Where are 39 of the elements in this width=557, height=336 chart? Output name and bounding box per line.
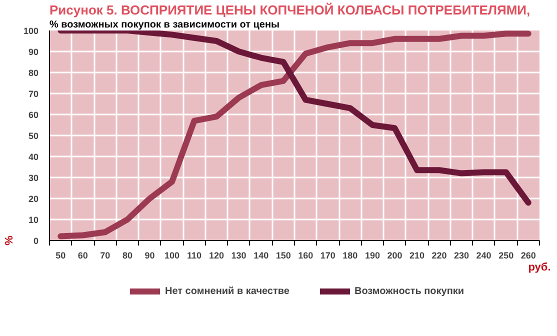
x-tick-label: 130 — [231, 250, 246, 260]
x-tick-label: 80 — [122, 250, 132, 260]
x-tick-label: 250 — [498, 250, 514, 260]
x-tick-label: 150 — [276, 250, 291, 260]
x-tick-label: 170 — [320, 250, 336, 260]
y-tick-label: 70 — [28, 89, 39, 99]
x-tick-label: 230 — [454, 250, 470, 260]
y-tick-label: 0 — [33, 236, 39, 246]
x-tick-label: 160 — [298, 250, 314, 260]
x-tick-label: 120 — [209, 250, 224, 260]
y-tick-label: 100 — [23, 26, 39, 36]
legend-label: Нет сомнений в качестве — [164, 286, 290, 296]
x-tick-label: 140 — [254, 250, 269, 260]
x-axis-title: руб. — [528, 262, 551, 274]
x-tick-label: 60 — [78, 250, 88, 260]
x-tick-label: 210 — [409, 250, 425, 260]
x-tick-label: 70 — [100, 250, 110, 260]
x-tick-label: 260 — [520, 250, 536, 260]
x-tick-label: 190 — [364, 250, 380, 260]
x-tick-label: 50 — [56, 250, 66, 260]
y-tick-label: 60 — [28, 110, 39, 120]
x-tick-label: 220 — [432, 250, 447, 260]
x-tick-label: 200 — [387, 250, 402, 260]
legend-label: Возможность покупки — [354, 286, 464, 296]
y-tick-label: 40 — [28, 152, 39, 162]
x-tick-label: 180 — [342, 250, 358, 260]
chart-title: Рисунок 5. ВОСПРИЯТИЕ ЦЕНЫ КОПЧЕНОЙ КОЛБАСЫ ПОТРЕБИТЕЛЯМИ, — [50, 2, 530, 18]
y-tick-label: 20 — [28, 194, 39, 204]
y-tick-label: 90 — [28, 47, 39, 57]
y-tick-label: 10 — [28, 215, 39, 225]
x-tick-label: 100 — [164, 250, 180, 260]
x-tick-label: 90 — [144, 250, 155, 260]
y-axis-title: % — [3, 235, 16, 246]
y-tick-label: 30 — [28, 173, 39, 183]
y-tick-label: 80 — [28, 68, 39, 78]
y-tick-label: 50 — [28, 131, 39, 141]
x-tick-label: 110 — [187, 250, 202, 260]
chart-subtitle: % возможных покупок в зависимости от цены — [50, 20, 280, 30]
x-tick-label: 240 — [476, 250, 492, 260]
